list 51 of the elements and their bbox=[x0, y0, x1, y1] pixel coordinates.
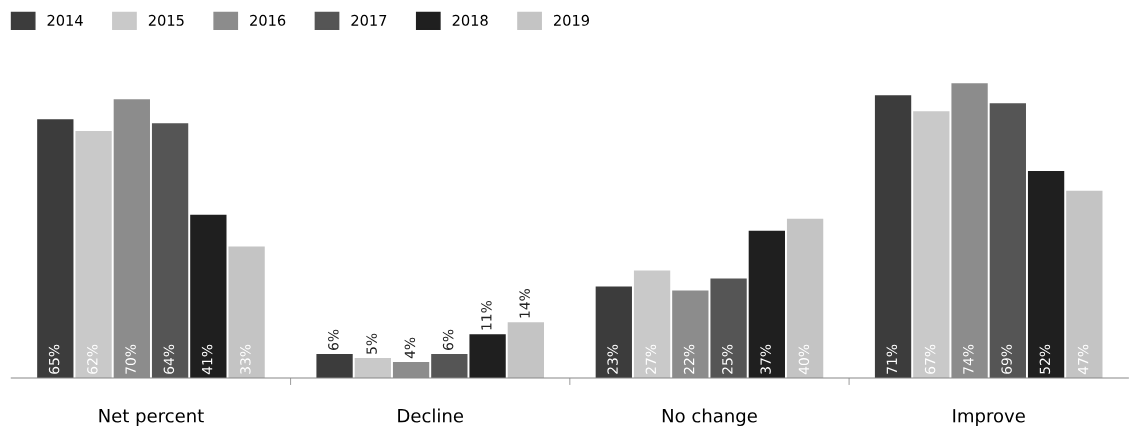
legend-label: 2017 bbox=[351, 14, 387, 26]
bar bbox=[989, 103, 1026, 379]
bar bbox=[748, 230, 785, 379]
bar bbox=[786, 218, 824, 379]
bar bbox=[913, 111, 950, 379]
data-label: 37% bbox=[760, 344, 771, 374]
data-label: 4% bbox=[404, 337, 416, 359]
data-label: 74% bbox=[963, 344, 974, 374]
data-label: 6% bbox=[442, 329, 454, 350]
data-label: 71% bbox=[886, 344, 898, 374]
bar bbox=[595, 286, 632, 379]
bar bbox=[1027, 170, 1065, 379]
bar bbox=[354, 358, 391, 379]
data-label: 52% bbox=[1039, 344, 1051, 374]
data-label: 25% bbox=[722, 344, 733, 374]
legend-label: 2014 bbox=[47, 14, 83, 26]
bar bbox=[190, 214, 227, 379]
data-label: 40% bbox=[798, 344, 810, 375]
bar bbox=[75, 131, 112, 379]
bar bbox=[37, 119, 74, 379]
data-label: 11% bbox=[481, 300, 492, 330]
x-tick-label: Decline bbox=[398, 408, 464, 423]
bar bbox=[633, 270, 671, 379]
legend-label: 2019 bbox=[553, 14, 589, 26]
bar bbox=[469, 334, 506, 379]
bar bbox=[1066, 190, 1103, 379]
bar bbox=[507, 322, 544, 379]
data-label: 23% bbox=[607, 344, 618, 374]
data-label: 47% bbox=[1077, 344, 1089, 375]
x-tick-label: No change bbox=[662, 408, 757, 427]
legend-label: 2015 bbox=[148, 14, 184, 26]
data-label: 70% bbox=[125, 344, 136, 374]
legend-label: 2016 bbox=[250, 14, 286, 26]
data-label: 6% bbox=[328, 329, 339, 350]
bar bbox=[151, 123, 189, 379]
data-label: 5% bbox=[366, 333, 377, 354]
data-label: 14% bbox=[519, 288, 530, 318]
bar bbox=[431, 354, 468, 379]
data-label: 33% bbox=[240, 344, 251, 374]
bar bbox=[874, 95, 912, 379]
bar bbox=[710, 278, 747, 379]
bar bbox=[228, 246, 265, 379]
data-label: 65% bbox=[48, 344, 60, 374]
x-tick-label: Improve bbox=[953, 409, 1025, 427]
data-label: 22% bbox=[683, 344, 695, 374]
bar bbox=[316, 354, 353, 379]
data-label: 64% bbox=[163, 344, 175, 374]
data-label: 69% bbox=[1001, 344, 1012, 374]
legend-label: 2018 bbox=[452, 14, 488, 26]
x-tick-label: Net percent bbox=[99, 409, 204, 427]
data-label: 41% bbox=[201, 344, 213, 375]
